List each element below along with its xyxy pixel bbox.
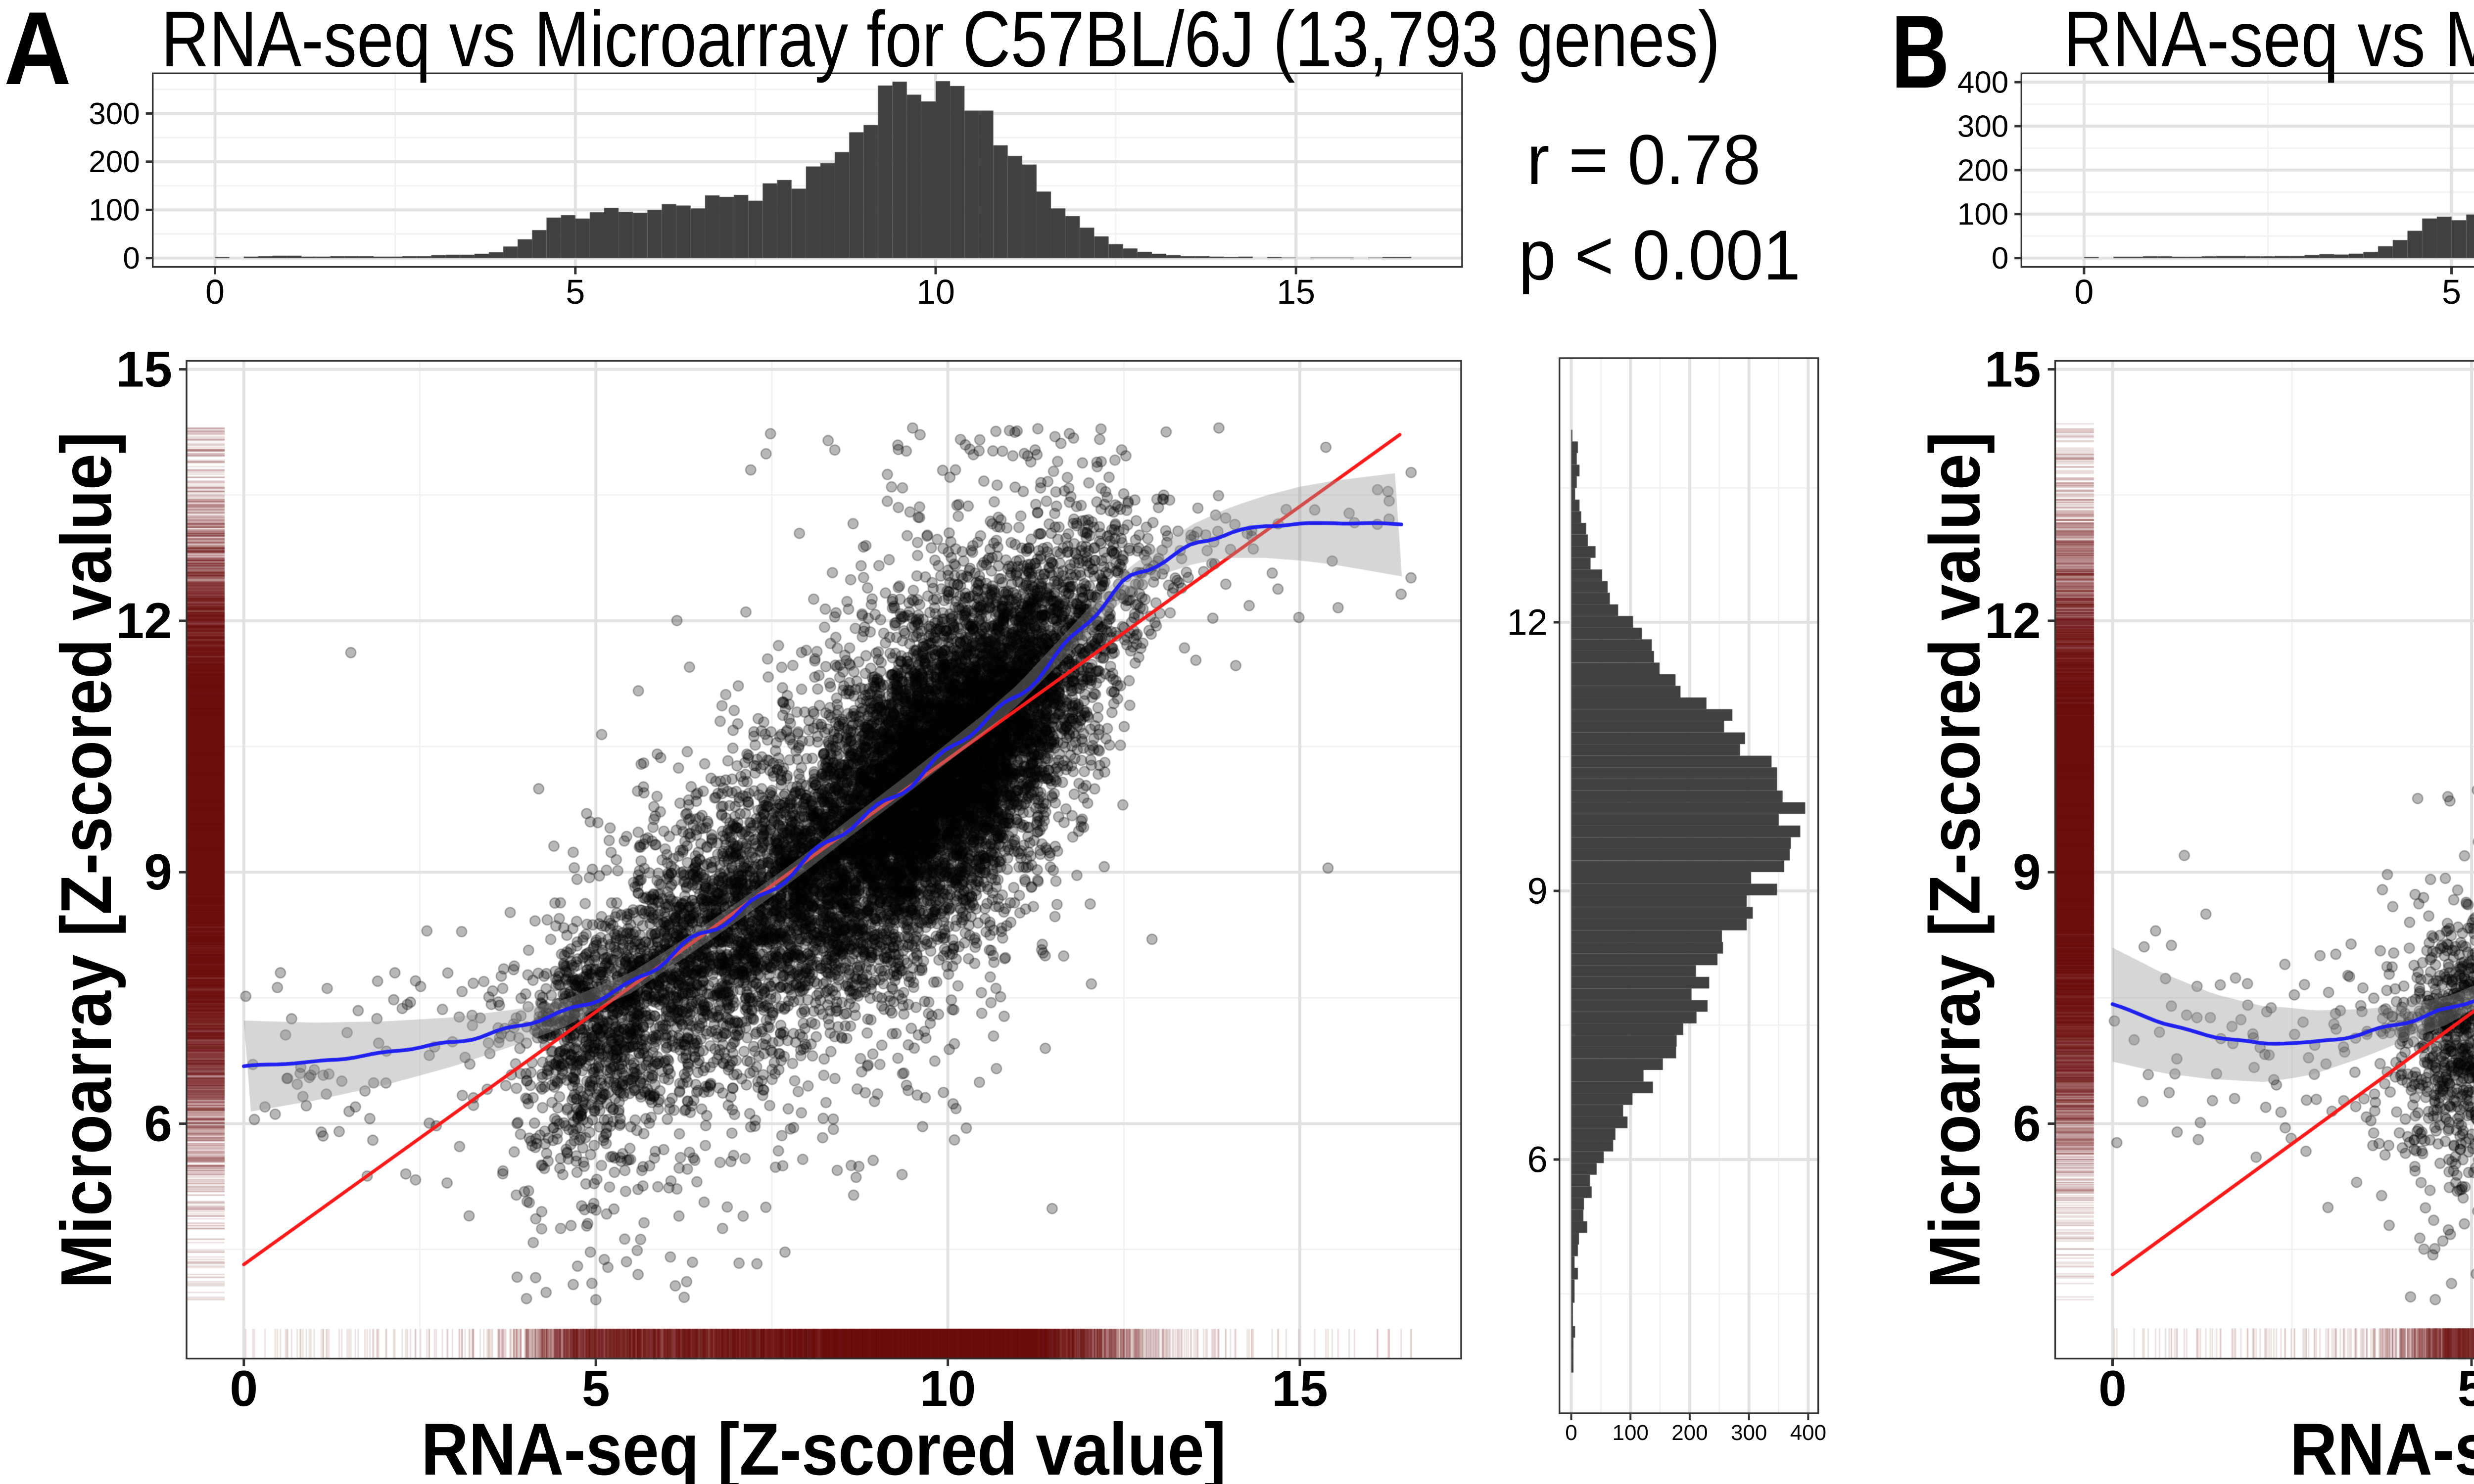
svg-text:300: 300 (1731, 1421, 1767, 1445)
svg-text:Microarray [Z-scored value]: Microarray [Z-scored value] (46, 432, 126, 1289)
svg-text:6: 6 (144, 1096, 172, 1152)
svg-text:15: 15 (1277, 273, 1315, 311)
svg-text:0: 0 (205, 273, 225, 311)
svg-text:200: 200 (89, 145, 140, 179)
svg-text:5: 5 (566, 273, 585, 311)
svg-text:300: 300 (1957, 109, 2008, 143)
svg-text:200: 200 (1957, 153, 2008, 187)
svg-text:6: 6 (1527, 1139, 1548, 1180)
svg-text:0: 0 (1565, 1421, 1577, 1445)
svg-text:0: 0 (2074, 273, 2093, 311)
svg-text:12: 12 (116, 593, 172, 649)
svg-text:12: 12 (1507, 602, 1547, 643)
svg-text:100: 100 (1612, 1421, 1648, 1445)
svg-text:A: A (4, 0, 71, 106)
svg-text:15: 15 (116, 341, 172, 398)
svg-text:10: 10 (916, 273, 955, 311)
svg-text:r = 0.78: r = 0.78 (1527, 121, 1761, 199)
svg-text:6: 6 (2013, 1096, 2041, 1152)
svg-text:0: 0 (123, 241, 140, 276)
svg-text:5: 5 (2458, 1360, 2474, 1417)
svg-text:9: 9 (2013, 844, 2041, 900)
svg-text:RNA-seq [Z-scored value]: RNA-seq [Z-scored value] (2290, 1408, 2474, 1484)
svg-text:400: 400 (1790, 1421, 1826, 1445)
svg-text:0: 0 (230, 1360, 258, 1417)
svg-text:400: 400 (1957, 66, 2008, 100)
svg-text:200: 200 (1671, 1421, 1708, 1445)
svg-text:5: 5 (582, 1360, 610, 1417)
svg-text:5: 5 (2442, 273, 2461, 311)
svg-text:15: 15 (1272, 1360, 1328, 1417)
svg-text:Microarray [Z-scored value]: Microarray [Z-scored value] (1915, 432, 1995, 1289)
svg-text:12: 12 (1985, 593, 2041, 649)
svg-text:B: B (1891, 0, 1950, 110)
svg-text:p < 0.001: p < 0.001 (1519, 216, 1801, 295)
svg-text:RNA-seq [Z-scored value]: RNA-seq [Z-scored value] (421, 1408, 1226, 1484)
svg-text:RNA-seq vs Microarray for C57B: RNA-seq vs Microarray for C57BL/6J (13,7… (161, 0, 1720, 83)
svg-text:0: 0 (2098, 1360, 2127, 1417)
svg-text:9: 9 (144, 844, 172, 900)
svg-text:300: 300 (89, 97, 140, 131)
svg-text:100: 100 (89, 193, 140, 228)
svg-text:9: 9 (1527, 871, 1548, 912)
svg-text:10: 10 (920, 1360, 976, 1417)
svg-text:RNA-seq vs Microarray for DBA/: RNA-seq vs Microarray for DBA/2J (13,793… (2063, 0, 2474, 83)
svg-text:0: 0 (1992, 241, 2008, 276)
svg-text:100: 100 (1957, 197, 2008, 232)
svg-text:15: 15 (1985, 341, 2041, 398)
